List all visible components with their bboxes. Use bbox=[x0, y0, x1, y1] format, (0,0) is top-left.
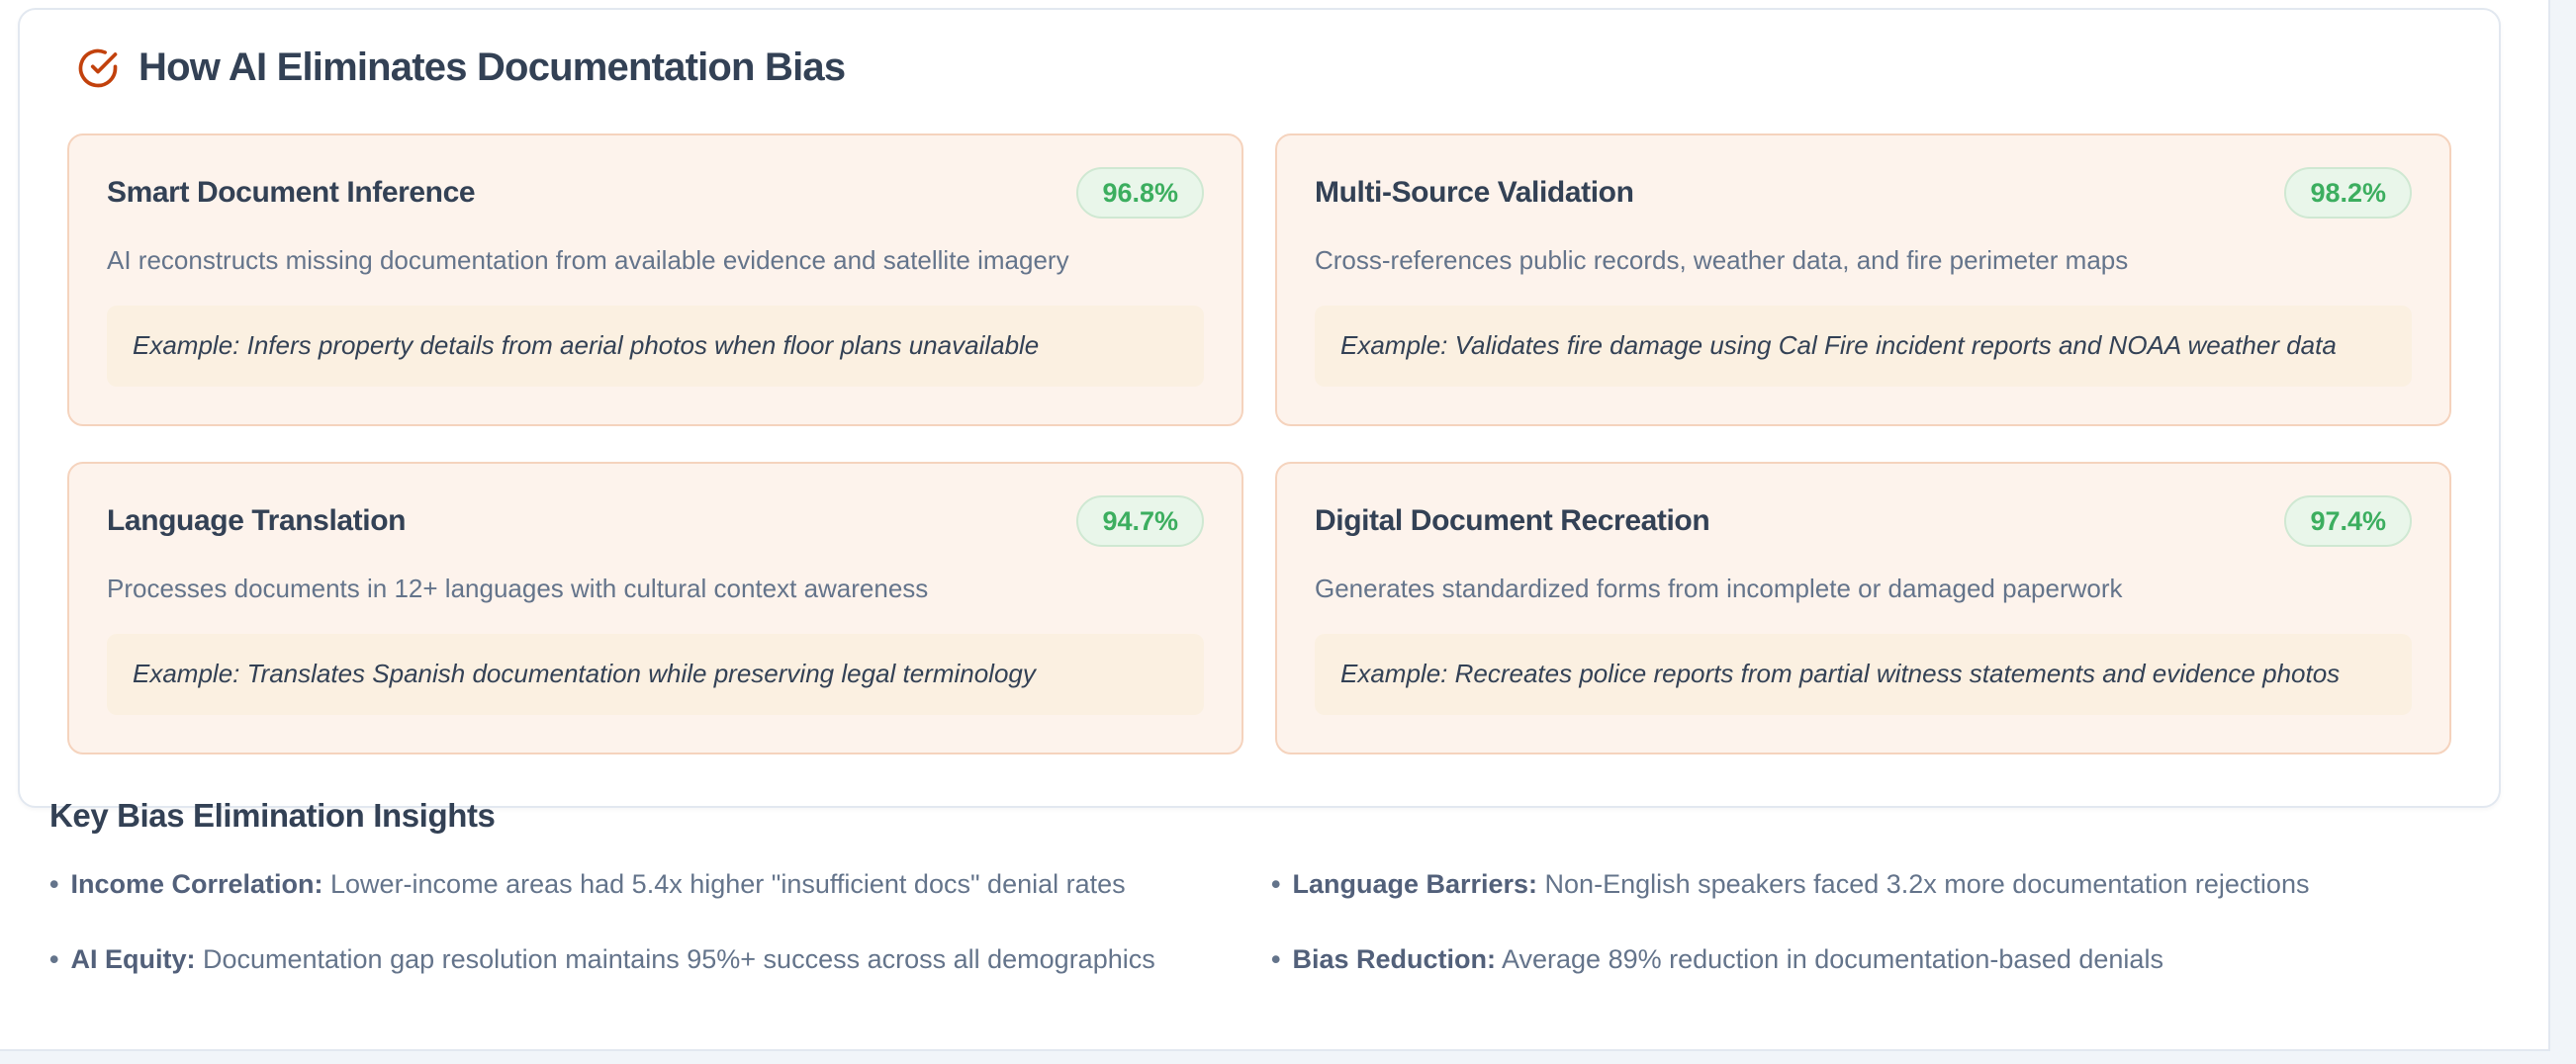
section-title: How AI Eliminates Documentation Bias bbox=[138, 45, 846, 89]
accuracy-badge: 96.8% bbox=[1076, 167, 1204, 220]
bullet-icon: • bbox=[49, 869, 59, 899]
insight-text: Non-English speakers faced 3.2x more doc… bbox=[1544, 869, 2310, 899]
method-example: Example: Translates Spanish documentatio… bbox=[107, 634, 1204, 715]
method-title: Multi-Source Validation bbox=[1315, 176, 1634, 210]
accuracy-badge: 94.7% bbox=[1076, 494, 1204, 548]
insight-text: Average 89% reduction in documentation-b… bbox=[1502, 943, 2163, 974]
method-description: Processes documents in 12+ languages wit… bbox=[107, 574, 929, 604]
insight-label: Language Barriers: bbox=[1292, 869, 1538, 899]
method-title: Smart Document Inference bbox=[107, 176, 476, 210]
method-description: Generates standardized forms from incomp… bbox=[1315, 574, 2123, 604]
insight-text: Lower-income areas had 5.4x higher "insu… bbox=[330, 869, 1126, 899]
method-description: Cross-references public records, weather… bbox=[1315, 245, 2129, 276]
insight-label: AI Equity: bbox=[70, 943, 196, 974]
insight-ai-equity: • AI Equity: Documentation gap resolution… bbox=[49, 943, 1271, 977]
method-example: Example: Infers property details from ae… bbox=[107, 306, 1204, 387]
method-example: Example: Validates fire damage using Cal… bbox=[1315, 306, 2412, 387]
insights-title: Key Bias Elimination Insights bbox=[49, 797, 496, 834]
accuracy-badge: 97.4% bbox=[2284, 494, 2412, 548]
methods-grid: Smart Document Inference 96.8% AI recons… bbox=[67, 133, 2451, 754]
method-example: Example: Recreates police reports from p… bbox=[1315, 634, 2412, 715]
bullet-icon: • bbox=[49, 943, 59, 974]
method-title: Language Translation bbox=[107, 504, 407, 538]
insights-grid: • Income Correlation: Lower-income areas … bbox=[49, 868, 2503, 977]
bullet-icon: • bbox=[1271, 943, 1281, 974]
method-card-language-translation: Language Translation 94.7% Processes doc… bbox=[67, 461, 1243, 754]
method-card-header: Smart Document Inference 96.8% bbox=[107, 167, 1204, 220]
section-header: How AI Eliminates Documentation Bias bbox=[67, 45, 2451, 90]
check-circle-icon bbox=[78, 48, 118, 87]
insight-language-barriers: • Language Barriers: Non-English speakers… bbox=[1271, 868, 2503, 902]
method-title: Digital Document Recreation bbox=[1315, 504, 1710, 538]
ai-bias-section-card: How AI Eliminates Documentation Bias Sma… bbox=[18, 8, 2501, 808]
accuracy-badge: 98.2% bbox=[2284, 167, 2412, 220]
key-insights-section: Key Bias Elimination Insights • Income Co… bbox=[49, 797, 2503, 977]
method-card-multi-source-validation: Multi-Source Validation 98.2% Cross-refe… bbox=[1275, 133, 2451, 426]
insight-bias-reduction: • Bias Reduction: Average 89% reduction i… bbox=[1271, 943, 2503, 977]
method-card-header: Language Translation 94.7% bbox=[107, 494, 1204, 548]
insight-label: Income Correlation: bbox=[70, 869, 323, 899]
method-description: AI reconstructs missing documentation fr… bbox=[107, 245, 1069, 276]
method-card-smart-document-inference: Smart Document Inference 96.8% AI recons… bbox=[67, 133, 1243, 426]
insight-text: Documentation gap resolution maintains 9… bbox=[202, 943, 1155, 974]
content-panel: How AI Eliminates Documentation Bias Sma… bbox=[0, 0, 2550, 1051]
method-card-header: Digital Document Recreation 97.4% bbox=[1315, 494, 2412, 548]
insight-income-correlation: • Income Correlation: Lower-income areas … bbox=[49, 868, 1271, 902]
method-card-digital-document-recreation: Digital Document Recreation 97.4% Genera… bbox=[1275, 461, 2451, 754]
bullet-icon: • bbox=[1271, 869, 1281, 899]
insight-label: Bias Reduction: bbox=[1292, 943, 1496, 974]
method-card-header: Multi-Source Validation 98.2% bbox=[1315, 167, 2412, 220]
